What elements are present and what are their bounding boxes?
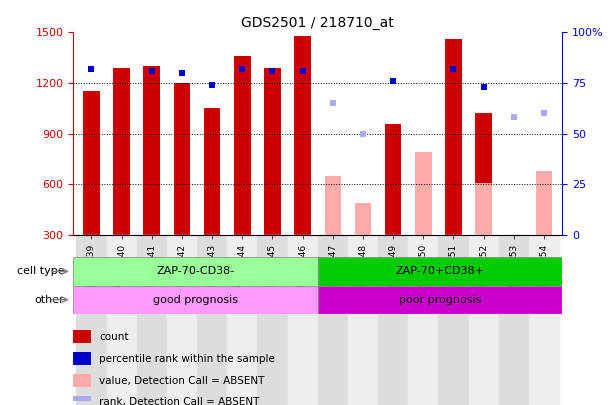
Text: ZAP-70+CD38+: ZAP-70+CD38+ [395, 266, 485, 276]
Bar [174, 83, 190, 235]
Bar [295, 36, 311, 235]
Text: poor prognosis: poor prognosis [399, 295, 481, 305]
Bar [73, 352, 92, 365]
Bar [76, 235, 106, 405]
Bar [106, 235, 137, 405]
Bar [536, 171, 552, 235]
FancyBboxPatch shape [318, 286, 562, 314]
Bar [445, 39, 462, 235]
Bar [378, 235, 408, 405]
Bar [408, 235, 439, 405]
Bar [83, 92, 100, 235]
Bar [475, 183, 492, 235]
Bar [113, 68, 130, 235]
Bar [354, 203, 371, 235]
Text: cell type: cell type [16, 266, 64, 276]
Bar [137, 235, 167, 405]
Bar [144, 66, 160, 235]
Text: count: count [99, 332, 129, 342]
Bar [415, 152, 431, 235]
Bar [385, 124, 401, 235]
Bar [204, 109, 221, 235]
Bar [288, 235, 318, 405]
Bar [324, 176, 341, 235]
Bar [475, 113, 492, 235]
FancyBboxPatch shape [73, 286, 318, 314]
Bar [234, 56, 251, 235]
FancyBboxPatch shape [73, 257, 318, 286]
Bar [469, 235, 499, 405]
Text: rank, Detection Call = ABSENT: rank, Detection Call = ABSENT [99, 397, 260, 405]
Text: value, Detection Call = ABSENT: value, Detection Call = ABSENT [99, 375, 265, 386]
Bar [439, 235, 469, 405]
Bar [348, 235, 378, 405]
Title: GDS2501 / 218710_at: GDS2501 / 218710_at [241, 16, 394, 30]
Bar [73, 330, 92, 343]
Bar [318, 235, 348, 405]
Bar [499, 235, 529, 405]
Text: other: other [34, 295, 64, 305]
Bar [73, 374, 92, 387]
Bar [257, 235, 288, 405]
Bar [529, 235, 559, 405]
Bar [73, 396, 92, 405]
Bar [227, 235, 257, 405]
Bar [264, 68, 281, 235]
FancyBboxPatch shape [318, 257, 562, 286]
Text: percentile rank within the sample: percentile rank within the sample [99, 354, 275, 364]
Bar [167, 235, 197, 405]
Text: ZAP-70-CD38-: ZAP-70-CD38- [156, 266, 235, 276]
Bar [197, 235, 227, 405]
Text: good prognosis: good prognosis [153, 295, 238, 305]
